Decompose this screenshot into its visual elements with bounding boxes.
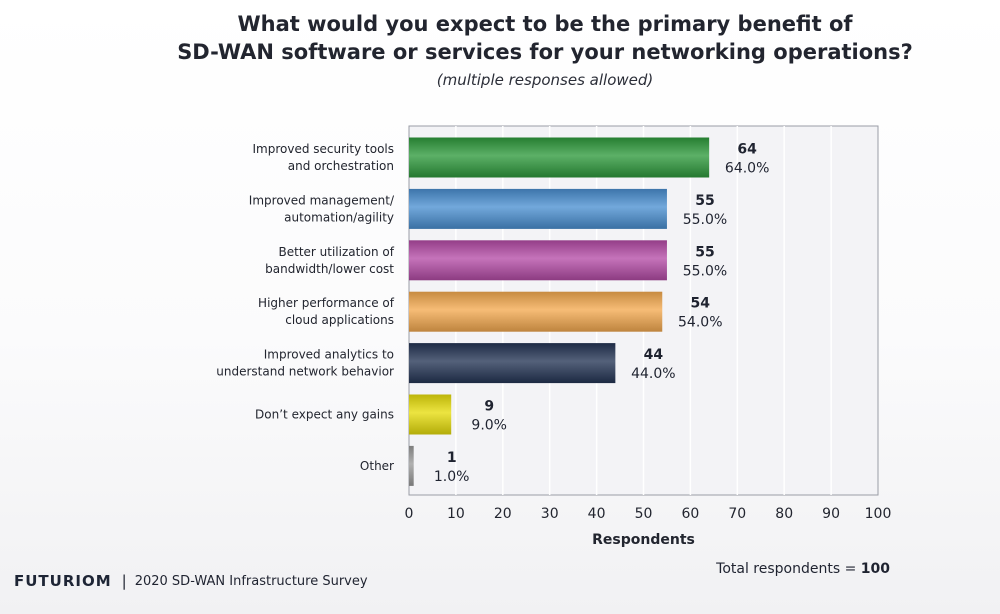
chart-subtitle: (multiple responses allowed): [436, 71, 654, 89]
x-tick-label: 100: [865, 506, 892, 522]
footer-separator: |: [121, 572, 127, 590]
total-respondents-label: Total respondents =: [716, 561, 857, 577]
percent-label: 9.0%: [471, 418, 507, 434]
bar: [409, 343, 616, 384]
value-label: 54: [691, 296, 711, 312]
percent-label: 54.0%: [678, 315, 722, 331]
total-respondents-value: 100: [860, 561, 890, 577]
percent-label: 55.0%: [683, 212, 727, 228]
category-label: Higher performance of cloud applications: [258, 296, 395, 327]
x-tick-label: 70: [728, 506, 746, 522]
x-axis-title: Respondents: [592, 532, 695, 548]
category-label: Improved management/automation/agility: [249, 193, 395, 224]
value-label: 9: [484, 399, 494, 415]
x-tick-label: 90: [822, 506, 840, 522]
x-tick-label: 80: [775, 506, 793, 522]
category-label: Other: [360, 459, 394, 473]
category-label: Don’t expect any gains: [255, 408, 394, 422]
value-label: 64: [737, 142, 757, 158]
x-tick-label: 10: [447, 506, 465, 522]
percent-label: 44.0%: [631, 366, 675, 382]
x-tick-label: 60: [681, 506, 699, 522]
category-label: Better utilization of bandwidth/lower cos…: [265, 245, 395, 276]
bar: [409, 240, 667, 281]
brand-logo: FUTURIOM: [14, 572, 112, 590]
x-tick-label: 50: [635, 506, 653, 522]
percent-label: 55.0%: [683, 263, 727, 279]
x-tick-label: 0: [405, 506, 414, 522]
bar: [409, 137, 710, 178]
chart-title-line-1: What would you expect to be the primary …: [237, 12, 853, 36]
value-label: 44: [644, 347, 664, 363]
total-respondents: Total respondents = 100: [600, 561, 890, 577]
value-label: 55: [695, 193, 714, 209]
x-tick-label: 30: [541, 506, 559, 522]
chart-title-line-2: SD-WAN software or services for your net…: [177, 40, 913, 64]
bar: [409, 188, 667, 229]
chart-title: What would you expect to be the primary …: [150, 10, 940, 66]
bar: [409, 291, 663, 332]
bar: [409, 394, 452, 435]
category-label: Improved analytics to understand network …: [216, 348, 394, 379]
survey-name: 2020 SD-WAN Infrastructure Survey: [134, 573, 368, 589]
x-tick-label: 20: [494, 506, 512, 522]
value-label: 55: [695, 244, 714, 260]
percent-label: 1.0%: [434, 469, 470, 485]
footer: FUTURIOM | 2020 SD-WAN Infrastructure Su…: [14, 572, 368, 590]
value-label: 1: [447, 450, 457, 466]
percent-label: 64.0%: [725, 161, 769, 177]
x-tick-label: 40: [588, 506, 606, 522]
bar: [409, 445, 414, 486]
category-label: Improved security tools and orchestration: [253, 142, 394, 173]
